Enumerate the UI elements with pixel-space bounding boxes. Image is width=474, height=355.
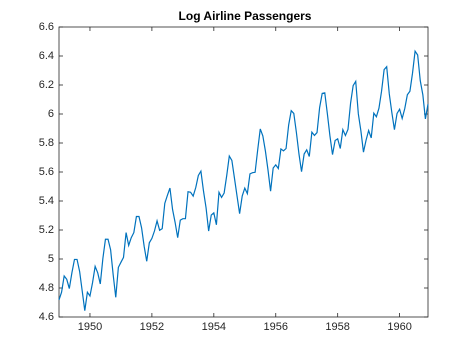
y-tick-label: 5.8: [39, 137, 54, 149]
x-tick-label: 1950: [78, 321, 102, 333]
plot-area: [58, 26, 429, 318]
data-line: [58, 49, 429, 311]
y-tick-label: 6.4: [39, 50, 54, 62]
chart-title: Log Airline Passengers: [179, 9, 312, 23]
y-tick-label: 4.8: [39, 282, 54, 294]
y-tick-label: 6.2: [39, 79, 54, 91]
y-tick-label: 4.6: [39, 311, 54, 323]
y-tick-label: 5.6: [39, 166, 54, 178]
y-tick-label: 6.6: [39, 21, 54, 33]
x-tick-label: 1954: [202, 321, 226, 333]
y-tick-label: 6: [48, 108, 54, 120]
x-tick-label: 1956: [264, 321, 288, 333]
x-tick-label: 1958: [325, 321, 349, 333]
y-tick-label: 5.4: [39, 195, 54, 207]
y-tick-label: 5: [48, 253, 54, 265]
x-tick-label: 1952: [140, 321, 164, 333]
x-tick-label: 1960: [387, 321, 411, 333]
y-tick-label: 5.2: [39, 224, 54, 236]
